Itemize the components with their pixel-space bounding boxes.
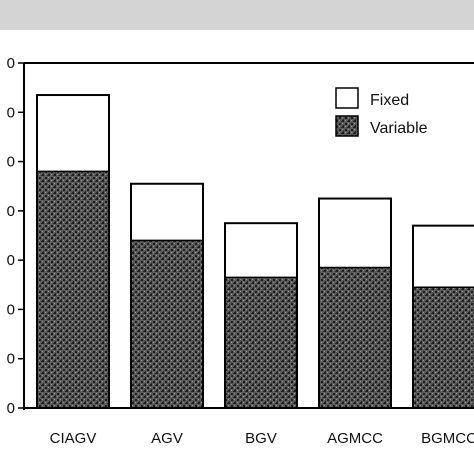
y-tick-label: 0 (7, 55, 15, 72)
legend-label-fixed: Fixed (370, 92, 409, 109)
bar-variable-bgmcc (413, 287, 474, 408)
bar-outline-bgmcc (412, 224, 474, 409)
y-tick-label: 0 (7, 252, 15, 269)
x-tick-label: AGV (151, 430, 183, 447)
x-tick-label: BGMCC (421, 430, 474, 447)
y-tick-label: 0 (7, 104, 15, 121)
bar-fixed-bgv (225, 223, 297, 278)
bars (36, 94, 474, 410)
plot-area: 0 0 0 0 0 0 0 0 CIAGV AGV BGV AGMCC BGMCC (7, 55, 474, 447)
legend-swatch-variable (335, 115, 359, 137)
legend-label-variable: Variable (370, 120, 428, 137)
bar-variable-agmcc (319, 267, 391, 408)
bar-outline-agv (130, 182, 204, 409)
bar-variable-ciagv (37, 171, 109, 408)
x-tick-labels: CIAGV AGV BGV AGMCC BGMCC (50, 430, 474, 447)
bar-variable-agv (131, 240, 203, 408)
legend: Fixed Variable (335, 87, 428, 137)
y-tick-label: 0 (7, 154, 15, 171)
bar-fixed-agv (131, 183, 203, 241)
y-ticks: 0 0 0 0 0 0 0 0 (7, 55, 24, 417)
bar-fixed-bgmcc (413, 225, 474, 288)
bar-outline-ciagv (36, 94, 110, 410)
y-tick-label: 0 (7, 400, 15, 417)
bar-outline-agmcc (318, 197, 392, 409)
x-tick-label: AGMCC (327, 430, 383, 447)
y-tick-label: 0 (7, 203, 15, 220)
bar-fixed-agmcc (319, 198, 391, 268)
y-tick-label: 0 (7, 351, 15, 368)
legend-swatch-fixed (335, 87, 359, 109)
x-tick-label: BGV (245, 430, 277, 447)
y-tick-label: 0 (7, 301, 15, 318)
bar-variable-bgv (225, 277, 297, 408)
bar-outline-bgv (224, 222, 298, 409)
bar-fixed-ciagv (37, 95, 109, 172)
x-tick-label: CIAGV (50, 430, 97, 447)
top-band (0, 0, 474, 30)
